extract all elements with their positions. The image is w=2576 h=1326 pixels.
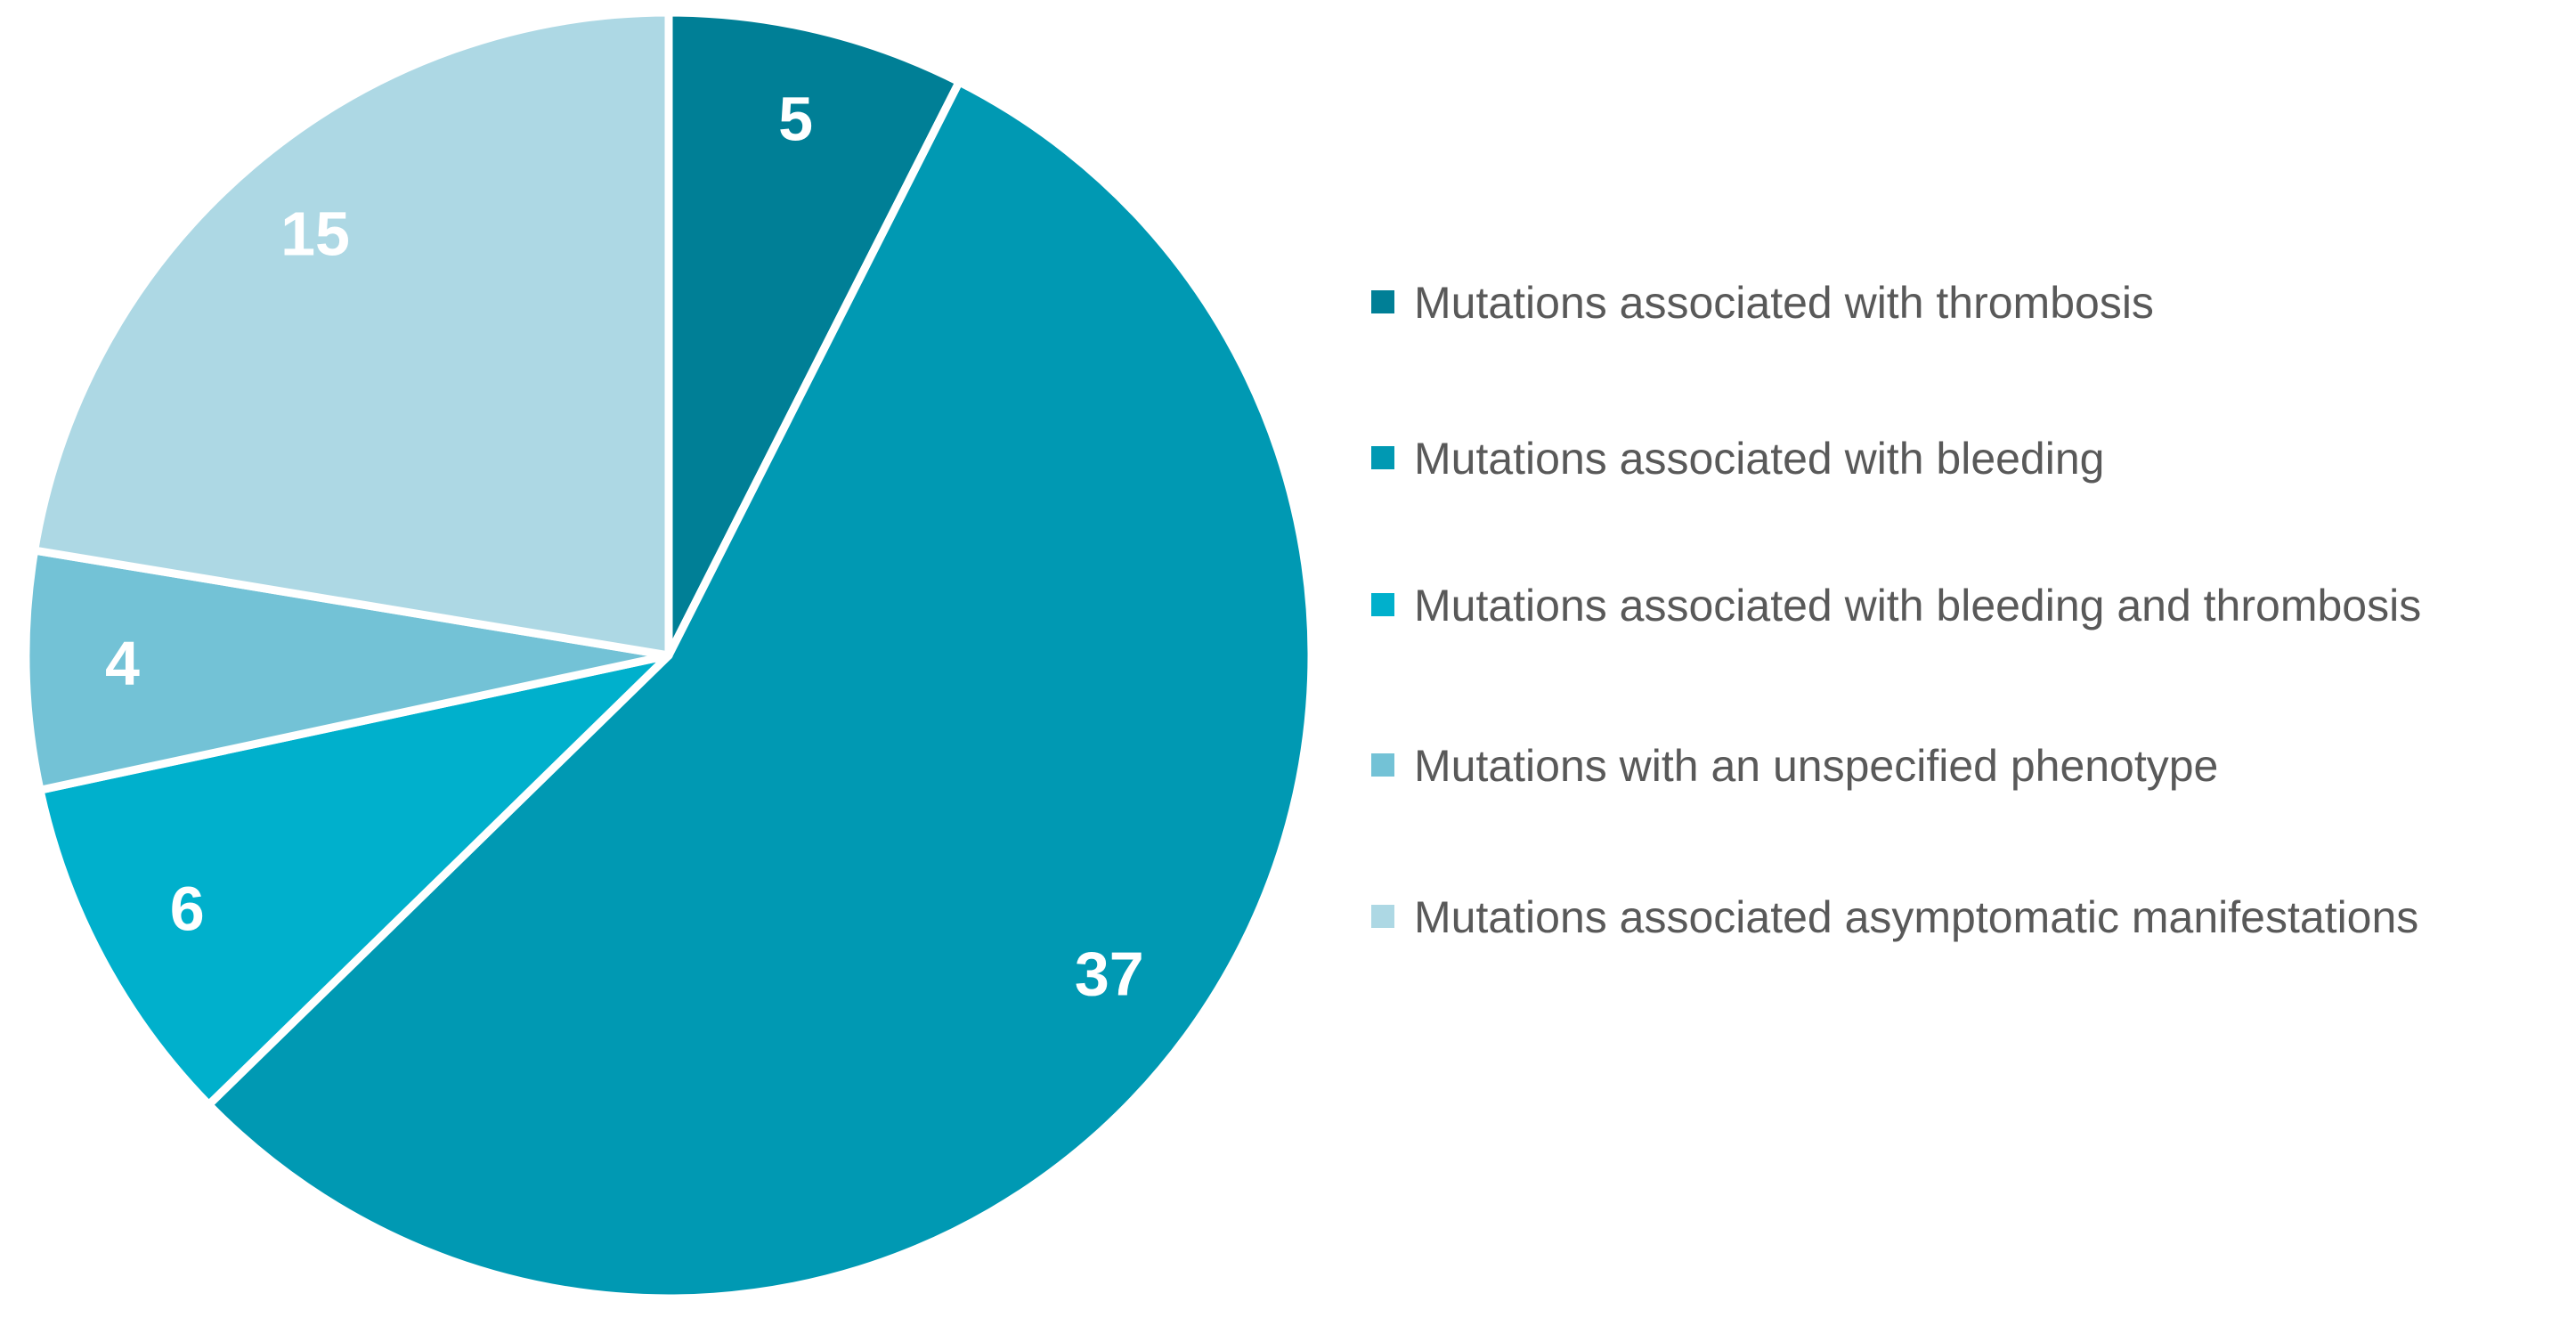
legend-swatch: [1371, 446, 1394, 469]
pie-slice: [21, 546, 673, 794]
pie-chart: 5 37 6 4 15: [21, 8, 1316, 1303]
legend-item: Mutations associated with bleeding: [1371, 432, 2556, 485]
legend-item: Mutations associated with thrombosis: [1371, 276, 2556, 329]
legend-swatch: [1371, 593, 1394, 616]
data-label: 37: [1075, 940, 1144, 1009]
pie-slice: [30, 8, 673, 660]
legend-item: Mutations with an unspecified phenotype: [1371, 739, 2556, 793]
pie-slice: [36, 651, 673, 1110]
data-label: 5: [778, 85, 813, 154]
data-label: 4: [105, 629, 140, 698]
legend-label: Mutations associated with bleeding and t…: [1414, 581, 2422, 630]
legend-swatch: [1371, 905, 1394, 928]
legend-item: Mutations associated with bleeding and t…: [1371, 579, 2556, 632]
legend-swatch: [1371, 753, 1394, 777]
legend: Mutations associated with thrombosis Muta…: [1371, 0, 2556, 1326]
legend-label: Mutations associated with thrombosis: [1414, 278, 2154, 328]
pie-slice: [205, 77, 1316, 1303]
data-label: 15: [280, 199, 350, 268]
legend-label: Mutations associated with bleeding: [1414, 434, 2105, 484]
legend-label: Mutations associated asymptomatic manife…: [1414, 892, 2419, 942]
legend-label: Mutations with an unspecified phenotype: [1414, 741, 2219, 791]
data-label: 6: [170, 875, 205, 944]
legend-item: Mutations associated asymptomatic manife…: [1371, 891, 2556, 944]
pie-slice: [664, 8, 963, 660]
legend-swatch: [1371, 290, 1394, 313]
